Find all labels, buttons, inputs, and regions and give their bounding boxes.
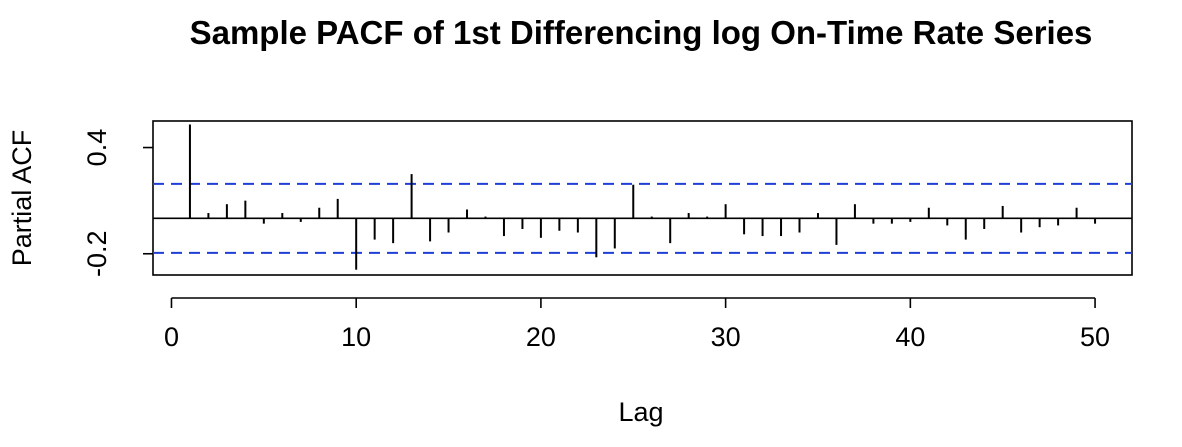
chart-title: Sample PACF of 1st Differencing log On-T… bbox=[190, 14, 1093, 51]
x-tick-label-30: 30 bbox=[711, 322, 741, 352]
y-axis-label: Partial ACF bbox=[7, 130, 37, 267]
plot-frame bbox=[152, 120, 1133, 276]
y-tick-label-0: -0.2 bbox=[82, 230, 112, 277]
x-tick-label-40: 40 bbox=[895, 322, 925, 352]
x-axis-label: Lag bbox=[618, 397, 663, 427]
y-tick-label-1: 0.4 bbox=[82, 129, 112, 167]
x-tick-label-10: 10 bbox=[341, 322, 371, 352]
x-tick-label-20: 20 bbox=[526, 322, 556, 352]
x-tick-label-0: 0 bbox=[164, 322, 179, 352]
plot-layer: 0 10 20 30 40 50 -0.2 0.4 bbox=[82, 120, 1133, 352]
x-tick-label-50: 50 bbox=[1080, 322, 1110, 352]
